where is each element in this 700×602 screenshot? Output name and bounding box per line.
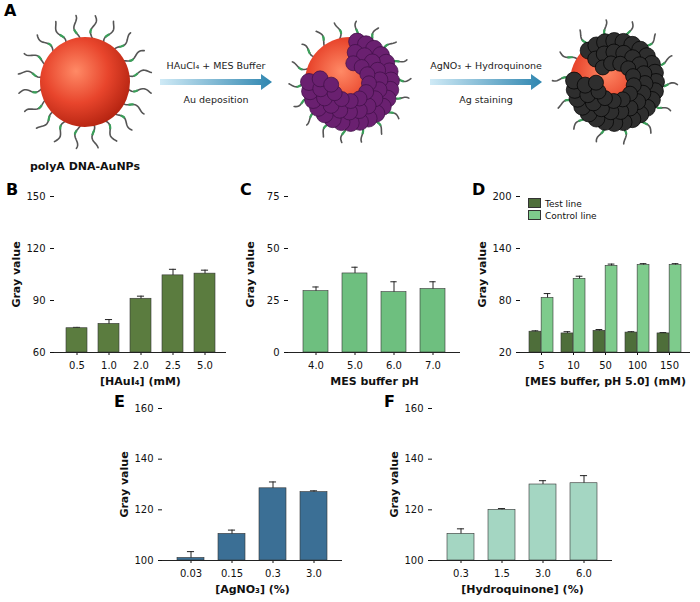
svg-text:4.0: 4.0: [308, 360, 324, 371]
svg-text:3.0: 3.0: [306, 568, 322, 579]
svg-text:Gray value: Gray value: [388, 451, 401, 517]
html-text:C: C: [240, 180, 252, 199]
svg-text:5.0: 5.0: [347, 360, 363, 371]
svg-text:60: 60: [33, 347, 46, 358]
svg-text:5.0: 5.0: [197, 360, 213, 371]
svg-text:Gray value: Gray value: [244, 241, 257, 307]
svg-text:120: 120: [26, 243, 45, 254]
svg-text:[Hydroquinone] (%): [Hydroquinone] (%): [461, 583, 583, 596]
svg-text:160: 160: [134, 403, 153, 414]
svg-text:Au deposition: Au deposition: [183, 94, 248, 105]
svg-text:Ag staining: Ag staining: [459, 94, 512, 105]
svg-text:[MES buffer, pH 5.0] (mM): [MES buffer, pH 5.0] (mM): [525, 375, 686, 388]
html-text:D: D: [472, 180, 486, 199]
svg-text:150: 150: [26, 191, 45, 202]
svg-text:5: 5: [538, 360, 544, 371]
svg-text:140: 140: [492, 243, 511, 254]
svg-text:120: 120: [134, 504, 153, 515]
svg-text:200: 200: [492, 191, 511, 202]
html-text:F: F: [384, 392, 395, 411]
svg-text:160: 160: [404, 403, 423, 414]
svg-text:1.0: 1.0: [101, 360, 117, 371]
html-text:B: B: [6, 180, 19, 199]
svg-text:0: 0: [273, 347, 279, 358]
svg-text:HAuCl₄ + MES Buffer: HAuCl₄ + MES Buffer: [167, 60, 266, 71]
svg-text:polyA DNA-AuNPs: polyA DNA-AuNPs: [30, 160, 141, 173]
svg-text:2.5: 2.5: [165, 360, 181, 371]
svg-text:150: 150: [660, 360, 679, 371]
svg-text:100: 100: [628, 360, 647, 371]
svg-text:90: 90: [33, 295, 46, 306]
svg-text:0.3: 0.3: [265, 568, 281, 579]
svg-text:50: 50: [599, 360, 612, 371]
svg-text:0.3: 0.3: [453, 568, 469, 579]
svg-text:[AgNO₃] (%): [AgNO₃] (%): [215, 583, 290, 596]
svg-text:0.03: 0.03: [180, 568, 202, 579]
svg-text:6.0: 6.0: [576, 568, 592, 579]
svg-text:1.5: 1.5: [494, 568, 510, 579]
svg-text:6.0: 6.0: [386, 360, 402, 371]
svg-text:Gray value: Gray value: [10, 241, 23, 307]
svg-text:50: 50: [267, 243, 280, 254]
svg-text:20: 20: [499, 347, 512, 358]
svg-text:[HAuI₄] (mM): [HAuI₄] (mM): [100, 375, 181, 388]
html-text:E: E: [114, 392, 125, 411]
svg-text:140: 140: [404, 453, 423, 464]
html-text:Test line: Test line: [545, 199, 582, 209]
svg-text:7.0: 7.0: [425, 360, 441, 371]
svg-text:75: 75: [267, 191, 280, 202]
svg-text:Gray value: Gray value: [476, 241, 489, 307]
svg-text:140: 140: [134, 453, 153, 464]
svg-text:100: 100: [134, 555, 153, 566]
svg-text:2.0: 2.0: [133, 360, 149, 371]
svg-text:3.0: 3.0: [535, 568, 551, 579]
svg-text:0.15: 0.15: [221, 568, 243, 579]
svg-text:25: 25: [267, 295, 280, 306]
html-text:Control line: Control line: [545, 211, 597, 221]
svg-text:120: 120: [404, 504, 423, 515]
svg-text:A: A: [4, 1, 17, 20]
svg-text:AgNO₃ + Hydroquinone: AgNO₃ + Hydroquinone: [430, 60, 542, 71]
svg-text:0.5: 0.5: [69, 360, 85, 371]
svg-text:Gray value: Gray value: [118, 451, 131, 517]
svg-text:10: 10: [567, 360, 580, 371]
svg-text:MES buffer pH: MES buffer pH: [330, 375, 419, 388]
svg-text:100: 100: [404, 555, 423, 566]
svg-text:80: 80: [499, 295, 512, 306]
